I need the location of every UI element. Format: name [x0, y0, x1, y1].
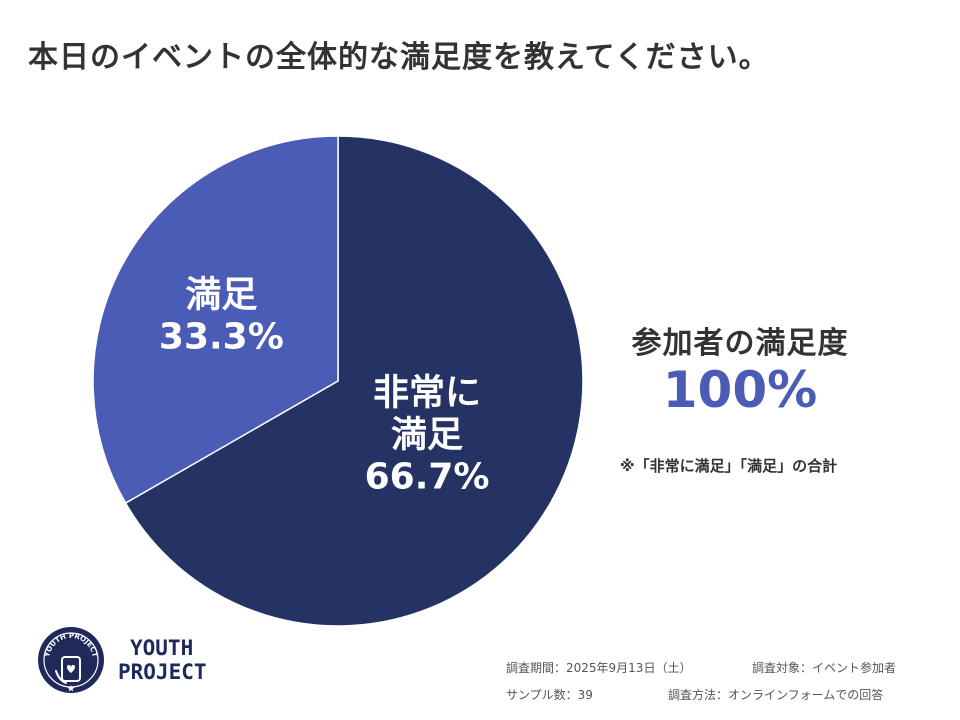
survey-sample: サンプル数：39 [506, 688, 593, 702]
survey-period: 調査期間：2025年9月13日（土） [506, 661, 692, 675]
pie-slice-0 [124, 135, 584, 627]
pie-slice-name-0: 満足 [391, 415, 463, 456]
pie-slice-percent-0: 66.7% [365, 457, 490, 498]
summary-panel: 参加者の満足度 100% [590, 318, 890, 420]
brand-line-1: YOUTH [130, 636, 194, 660]
pie-slice-name-0: 非常に [373, 373, 481, 414]
pie-slice-name-1: 満足 [185, 275, 257, 316]
summary-value: 100% [662, 361, 818, 419]
page-title: 本日のイベントの全体的な満足度を教えてください。 [28, 40, 770, 75]
summary-note: ※「非常に満足」「満足」の合計 [620, 457, 838, 475]
survey-target: 調査対象：イベント参加者 [752, 661, 897, 675]
youth-project-logo-icon: YOUTH PROJECT [38, 627, 104, 693]
pie-slice-label-1: 満足 33.3% [159, 275, 284, 358]
brand-line-2: PROJECT [118, 660, 207, 684]
pie-slice-1 [92, 135, 339, 505]
pie-slice-label-0: 非常に満足 66.7% [365, 373, 490, 498]
survey-method: 調査方法：オンラインフォームでの回答 [668, 688, 884, 702]
pie-slice-percent-1: 33.3% [159, 317, 284, 358]
brand-wordmark: YOUTH PROJECT [118, 636, 207, 684]
summary-label: 参加者の満足度 [631, 326, 849, 361]
